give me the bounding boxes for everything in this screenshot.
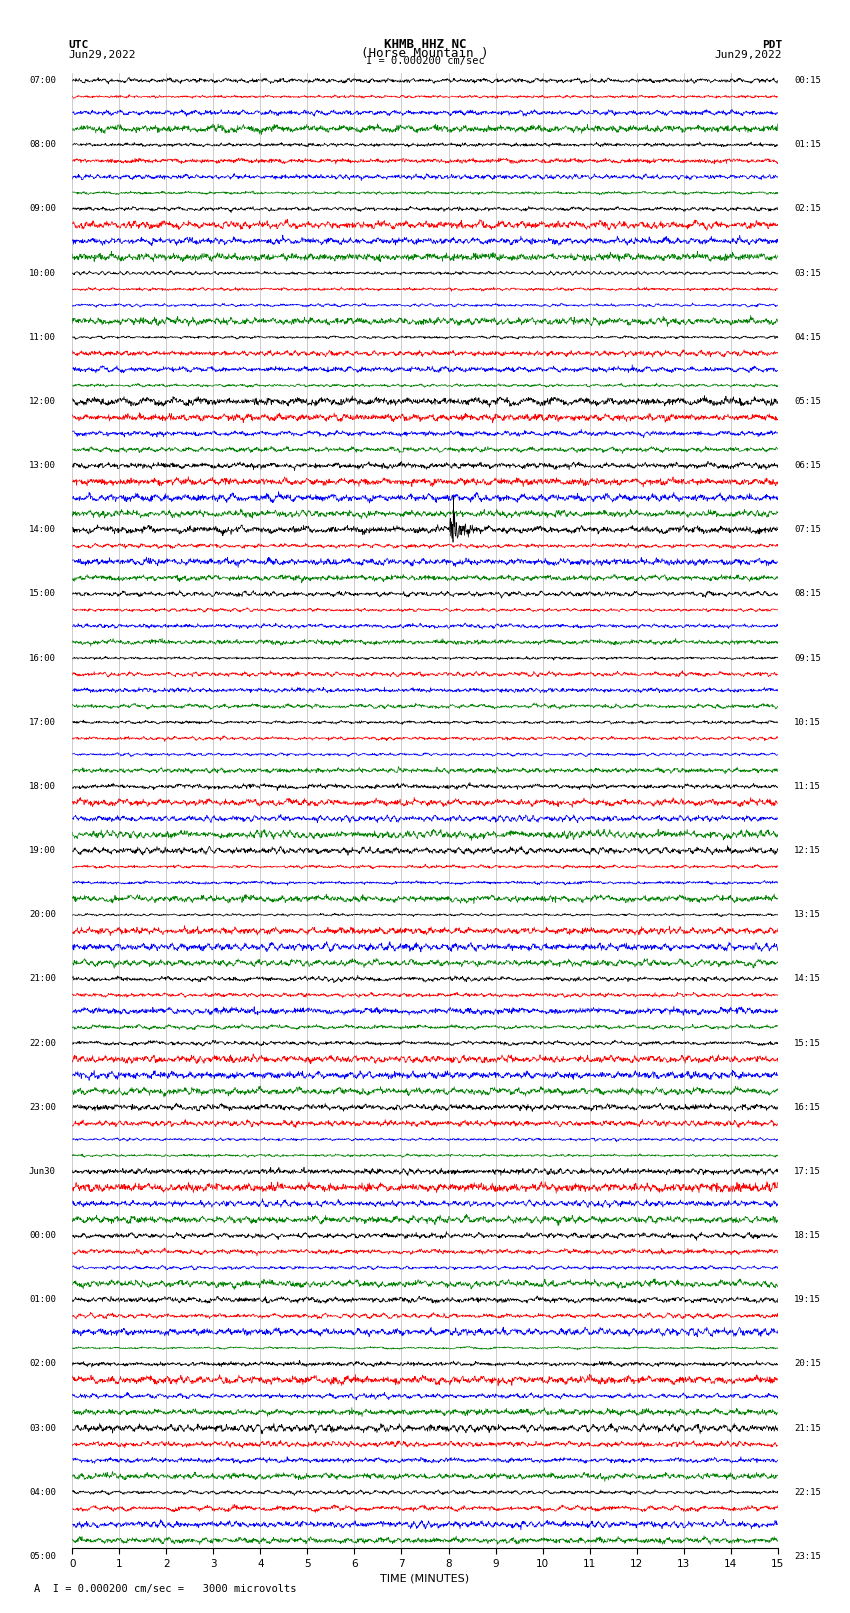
Text: 23:00: 23:00 xyxy=(29,1103,56,1111)
Text: 08:15: 08:15 xyxy=(794,589,821,598)
Text: 07:15: 07:15 xyxy=(794,526,821,534)
Text: 00:15: 00:15 xyxy=(794,76,821,85)
Text: 02:00: 02:00 xyxy=(29,1360,56,1368)
Text: 11:15: 11:15 xyxy=(794,782,821,790)
Text: 17:15: 17:15 xyxy=(794,1166,821,1176)
Text: (Horse Mountain ): (Horse Mountain ) xyxy=(361,47,489,60)
Text: 04:15: 04:15 xyxy=(794,332,821,342)
Text: 20:00: 20:00 xyxy=(29,910,56,919)
Text: 03:15: 03:15 xyxy=(794,269,821,277)
Text: 01:15: 01:15 xyxy=(794,140,821,150)
Text: 10:00: 10:00 xyxy=(29,269,56,277)
Text: 14:00: 14:00 xyxy=(29,526,56,534)
Text: UTC: UTC xyxy=(68,40,88,50)
Text: Jun30: Jun30 xyxy=(29,1166,56,1176)
Text: 10:15: 10:15 xyxy=(794,718,821,727)
Text: 04:00: 04:00 xyxy=(29,1487,56,1497)
Text: 17:00: 17:00 xyxy=(29,718,56,727)
Text: 02:15: 02:15 xyxy=(794,205,821,213)
Text: 13:00: 13:00 xyxy=(29,461,56,469)
Text: 19:00: 19:00 xyxy=(29,847,56,855)
Text: 12:00: 12:00 xyxy=(29,397,56,406)
Text: 06:15: 06:15 xyxy=(794,461,821,469)
Text: 08:00: 08:00 xyxy=(29,140,56,150)
Text: PDT: PDT xyxy=(762,40,782,50)
Text: 09:15: 09:15 xyxy=(794,653,821,663)
Text: 12:15: 12:15 xyxy=(794,847,821,855)
Text: 05:00: 05:00 xyxy=(29,1552,56,1561)
Text: 09:00: 09:00 xyxy=(29,205,56,213)
Text: 21:00: 21:00 xyxy=(29,974,56,984)
Text: 15:15: 15:15 xyxy=(794,1039,821,1048)
Text: 03:00: 03:00 xyxy=(29,1424,56,1432)
Text: 13:15: 13:15 xyxy=(794,910,821,919)
Text: 11:00: 11:00 xyxy=(29,332,56,342)
Text: 23:15: 23:15 xyxy=(794,1552,821,1561)
Text: 00:00: 00:00 xyxy=(29,1231,56,1240)
Text: 16:00: 16:00 xyxy=(29,653,56,663)
Text: A  I = 0.000200 cm/sec =   3000 microvolts: A I = 0.000200 cm/sec = 3000 microvolts xyxy=(34,1584,297,1594)
Text: 16:15: 16:15 xyxy=(794,1103,821,1111)
Text: Jun29,2022: Jun29,2022 xyxy=(715,50,782,60)
Text: 20:15: 20:15 xyxy=(794,1360,821,1368)
Text: 18:15: 18:15 xyxy=(794,1231,821,1240)
Text: KHMB HHZ NC: KHMB HHZ NC xyxy=(383,37,467,52)
Text: 22:15: 22:15 xyxy=(794,1487,821,1497)
X-axis label: TIME (MINUTES): TIME (MINUTES) xyxy=(381,1573,469,1582)
Text: 21:15: 21:15 xyxy=(794,1424,821,1432)
Text: Jun29,2022: Jun29,2022 xyxy=(68,50,135,60)
Text: 22:00: 22:00 xyxy=(29,1039,56,1048)
Text: 05:15: 05:15 xyxy=(794,397,821,406)
Text: 15:00: 15:00 xyxy=(29,589,56,598)
Text: 14:15: 14:15 xyxy=(794,974,821,984)
Text: 18:00: 18:00 xyxy=(29,782,56,790)
Text: 19:15: 19:15 xyxy=(794,1295,821,1305)
Text: I = 0.000200 cm/sec: I = 0.000200 cm/sec xyxy=(366,56,484,66)
Text: 07:00: 07:00 xyxy=(29,76,56,85)
Text: 01:00: 01:00 xyxy=(29,1295,56,1305)
